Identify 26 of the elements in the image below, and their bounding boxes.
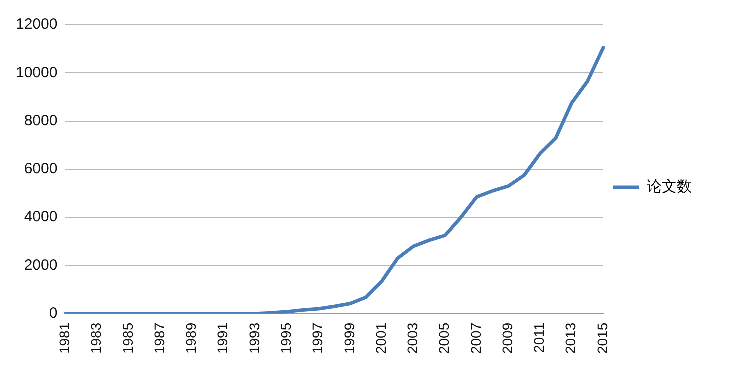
y-tick-label: 8000 <box>24 112 58 130</box>
x-tick-label: 1989 <box>183 322 200 354</box>
x-tick-label: 1987 <box>151 322 168 354</box>
x-tick-label: 1991 <box>214 322 231 354</box>
x-tick-label: 1985 <box>120 322 136 354</box>
x-tick-label: 2007 <box>468 322 484 354</box>
x-tick-label: 1981 <box>56 322 73 354</box>
x-tick-label: 1997 <box>310 322 326 354</box>
x-tick-label: 2013 <box>562 322 579 354</box>
x-tick-label: 2003 <box>404 322 421 354</box>
x-tick-label: 2005 <box>436 322 452 354</box>
y-tick-label: 12000 <box>16 16 58 34</box>
y-tick-label: 10000 <box>16 64 58 82</box>
legend-label: 论文数 <box>647 177 692 196</box>
y-tick-label: 6000 <box>24 160 58 178</box>
x-tick-label: 1999 <box>341 322 358 354</box>
y-tick-label: 2000 <box>24 256 58 274</box>
x-tick-label: 2015 <box>594 322 610 354</box>
x-tick-label: 2001 <box>372 322 389 354</box>
x-tick-label: 2009 <box>499 322 516 354</box>
x-tick-label: 1993 <box>246 322 262 354</box>
x-tick-label: 1983 <box>88 322 104 354</box>
x-tick-label: 1995 <box>278 322 294 354</box>
y-tick-label: 4000 <box>24 208 58 226</box>
y-tick-label: 0 <box>49 304 58 322</box>
x-tick-label: 2011 <box>531 322 548 353</box>
